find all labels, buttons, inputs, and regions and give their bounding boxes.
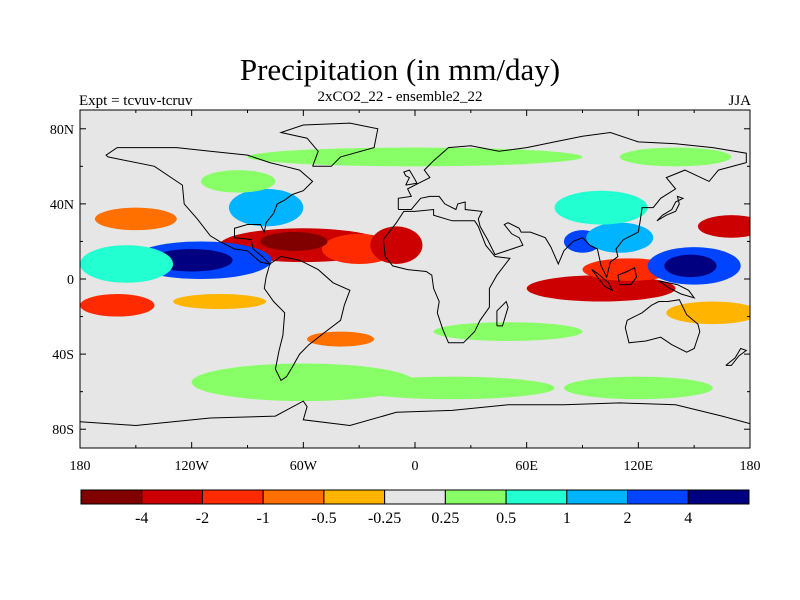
y-tick-label: 80N: [50, 123, 74, 138]
colorbar-swatch: [627, 489, 689, 505]
colorbar-label: -1: [257, 510, 270, 527]
colorbar-swatch: [384, 489, 446, 505]
x-tick-label: 60E: [515, 459, 538, 474]
colorbar-swatch: [323, 489, 386, 505]
map-title: Precipitation (in mm/day): [239, 52, 561, 87]
y-tick-label: 40S: [52, 348, 74, 363]
colorbar-label: 0.25: [431, 510, 459, 527]
experiment-label: Expt = tcvuv-tcruv: [79, 93, 193, 109]
coastline: [496, 300, 509, 327]
longitude-axis: 180 120W 60W 0 60E 120E 180: [70, 110, 761, 474]
colorbar-label: 4: [684, 510, 692, 527]
colorbar-swatch: [80, 489, 143, 505]
colorbar-label: 0.5: [496, 510, 516, 527]
colorbar-label: -0.25: [368, 510, 401, 527]
colorbar-label: -0.5: [311, 510, 336, 527]
anomaly-region: [563, 376, 713, 400]
anomaly-region: [697, 215, 750, 238]
anomaly-region: [260, 232, 328, 251]
coastline: [658, 280, 696, 299]
coastline: [382, 208, 511, 344]
coastline: [617, 266, 638, 286]
map-plot-area: [79, 109, 751, 449]
anomaly-region: [586, 222, 654, 253]
anomaly-region: [664, 254, 717, 278]
coastline: [591, 269, 614, 292]
colorbar-swatch: [141, 489, 203, 505]
colorbar-swatch: [262, 489, 325, 505]
x-tick-label: 120E: [624, 459, 654, 474]
y-tick-label: 40N: [50, 198, 74, 213]
x-tick-label: 180: [740, 459, 761, 474]
x-tick-label: 120W: [175, 459, 210, 474]
x-tick-label: 0: [412, 459, 419, 474]
colorbar-label: -2: [196, 510, 209, 527]
anomaly-region: [666, 301, 750, 325]
coastline: [624, 299, 701, 353]
map-subtitle: 2xCO2_22 - ensemble2_22: [317, 89, 483, 105]
x-tick-label: 60W: [290, 459, 318, 474]
colorbar-swatch: [444, 489, 507, 505]
coastline: [263, 255, 351, 382]
y-tick-label: 0: [67, 273, 74, 288]
coastline: [397, 131, 747, 279]
anomaly-regions: [80, 147, 750, 402]
coastline: [105, 147, 314, 265]
coastline: [725, 347, 748, 366]
season-label: JJA: [728, 93, 751, 109]
anomaly-region: [80, 294, 155, 317]
colorbar: -4 -2 -1 -0.5 -0.25 0.25 0.5 1 2 4: [80, 489, 750, 527]
anomaly-region: [173, 294, 267, 310]
anomaly-region: [554, 190, 648, 225]
anomaly-region: [370, 226, 423, 264]
coastline: [80, 400, 750, 427]
anomaly-region: [349, 376, 555, 400]
colorbar-swatch: [505, 489, 568, 505]
colorbar-label: 1: [563, 510, 571, 527]
anomaly-region: [228, 188, 304, 227]
latitude-axis: 80N 40N 0 40S 80S: [50, 123, 750, 438]
coastline: [403, 169, 418, 186]
colorbar-swatch: [566, 489, 629, 505]
colorbar-label: -4: [135, 510, 148, 527]
coastline: [656, 195, 685, 222]
coastline: [279, 122, 379, 167]
y-tick-label: 80S: [52, 423, 74, 438]
colorbar-swatch: [687, 489, 750, 505]
anomaly-region: [307, 331, 375, 347]
anomaly-region: [94, 207, 177, 231]
anomaly-region: [200, 170, 276, 193]
colorbar-label: 2: [624, 510, 632, 527]
colorbar-swatch: [201, 489, 264, 505]
anomaly-region: [526, 275, 676, 302]
coastlines: [80, 122, 750, 427]
x-tick-label: 180: [70, 459, 91, 474]
anomaly-region: [247, 147, 583, 167]
anomaly-region: [619, 147, 732, 167]
anomaly-region: [433, 322, 583, 341]
anomaly-region: [80, 245, 174, 283]
